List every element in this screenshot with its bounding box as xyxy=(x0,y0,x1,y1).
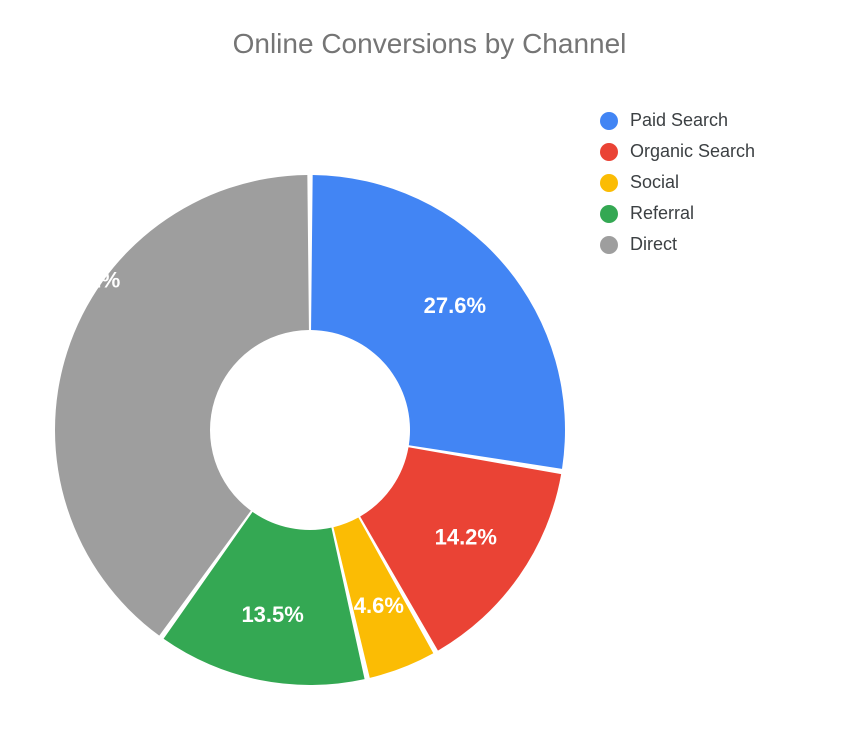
slice-label: 13.5% xyxy=(241,602,303,627)
legend-label: Referral xyxy=(630,203,694,224)
legend: Paid Search Organic Search Social Referral D… xyxy=(600,110,755,265)
legend-swatch xyxy=(600,174,618,192)
legend-item: Referral xyxy=(600,203,755,224)
legend-item: Paid Search xyxy=(600,110,755,131)
slice-label: 40.1% xyxy=(58,268,120,293)
slice-label: 27.6% xyxy=(424,293,486,318)
legend-label: Social xyxy=(630,172,679,193)
legend-swatch xyxy=(600,236,618,254)
legend-label: Direct xyxy=(630,234,677,255)
legend-label: Organic Search xyxy=(630,141,755,162)
legend-swatch xyxy=(600,143,618,161)
legend-item: Organic Search xyxy=(600,141,755,162)
legend-swatch xyxy=(600,112,618,130)
slice-label: 4.6% xyxy=(354,593,404,618)
chart-container: { "chart": { "type": "donut", "title": "… xyxy=(0,0,859,745)
slice-label: 14.2% xyxy=(435,525,497,550)
legend-item: Social xyxy=(600,172,755,193)
donut-slice xyxy=(311,175,565,469)
legend-swatch xyxy=(600,205,618,223)
legend-label: Paid Search xyxy=(630,110,728,131)
legend-item: Direct xyxy=(600,234,755,255)
